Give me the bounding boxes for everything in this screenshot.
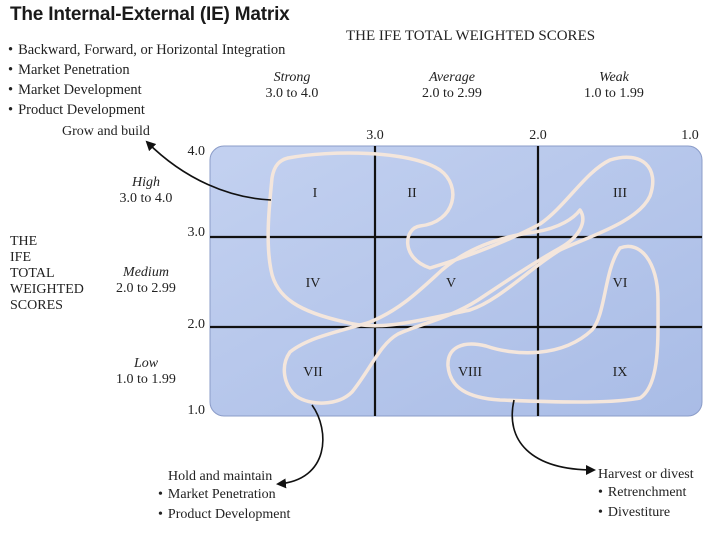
ife-column-weak: Weak 1.0 to 1.99 <box>574 70 654 102</box>
efe-header-line: SCORES <box>10 298 63 313</box>
column-range: 3.0 to 4.0 <box>265 86 319 101</box>
cell-label: VII <box>303 365 323 380</box>
row-range: 1.0 to 1.99 <box>116 372 176 387</box>
row-range: 3.0 to 4.0 <box>119 191 173 206</box>
efe-tick: 4.0 <box>188 144 206 159</box>
cell-label: III <box>613 186 627 201</box>
list-item: Product Development <box>158 505 290 525</box>
cell-label: II <box>407 186 417 201</box>
page-title: The Internal-External (IE) Matrix <box>10 4 290 25</box>
ife-tick: 1.0 <box>681 128 699 143</box>
column-label: Average <box>429 70 475 85</box>
list-item: Product Development <box>8 100 285 120</box>
ife-column-strong: Strong 3.0 to 4.0 <box>252 70 332 102</box>
list-item: Market Development <box>8 80 285 100</box>
row-label: Low <box>133 356 159 371</box>
column-range: 1.0 to 1.99 <box>584 86 644 101</box>
efe-row-high: High 3.0 to 4.0 <box>104 175 188 207</box>
column-label: Weak <box>599 70 629 85</box>
efe-row-low: Low 1.0 to 1.99 <box>104 356 188 388</box>
list-item: Market Penetration <box>8 60 285 80</box>
cell-label: IX <box>613 365 628 380</box>
cell-label: IV <box>306 276 321 291</box>
hold-strategy-list: Market Penetration Product Development <box>158 485 290 525</box>
efe-header: THE IFE TOTAL WEIGHTED SCORES <box>10 234 84 314</box>
efe-header-line: THE <box>10 234 38 249</box>
efe-tick: 3.0 <box>188 225 206 240</box>
row-label: High <box>132 175 160 190</box>
cell-label: VIII <box>458 365 482 380</box>
list-item: Market Penetration <box>158 485 290 505</box>
hold-block: Hold and maintain Market Penetration Pro… <box>158 469 290 525</box>
list-item: Retrenchment <box>598 483 694 503</box>
cell-label: VI <box>613 276 628 291</box>
cell-label: V <box>446 276 456 291</box>
harvest-arrow <box>511 399 596 475</box>
ife-tick: 3.0 <box>366 128 384 143</box>
cell-label: I <box>313 186 318 201</box>
grow-label: Grow and build <box>62 124 150 139</box>
harvest-label: Harvest or divest <box>598 467 694 482</box>
row-label: Medium <box>123 265 169 280</box>
row-range: 2.0 to 2.99 <box>116 281 176 296</box>
grow-region-outline <box>266 151 655 328</box>
efe-header-line: WEIGHTED <box>10 282 84 297</box>
hold-region-outline <box>282 208 585 405</box>
harvest-region-outline <box>446 244 660 404</box>
list-item: Backward, Forward, or Horizontal Integra… <box>8 40 285 60</box>
hold-label: Hold and maintain <box>168 469 273 484</box>
top-strategy-list: Backward, Forward, or Horizontal Integra… <box>8 40 285 120</box>
list-item: Divestiture <box>598 503 694 523</box>
efe-tick: 1.0 <box>188 403 206 418</box>
efe-header-line: TOTAL <box>10 266 55 281</box>
harvest-strategy-list: Retrenchment Divestiture <box>598 483 694 523</box>
column-label: Strong <box>273 70 311 85</box>
ife-header: THE IFE TOTAL WEIGHTED SCORES <box>346 28 596 44</box>
grow-arrow <box>145 140 272 201</box>
ife-column-average: Average 2.0 to 2.99 <box>412 70 492 102</box>
column-range: 2.0 to 2.99 <box>422 86 482 101</box>
efe-header-line: IFE <box>10 250 31 265</box>
hold-arrow <box>276 404 324 489</box>
efe-tick: 2.0 <box>188 317 206 332</box>
efe-row-medium: Medium 2.0 to 2.99 <box>104 265 188 297</box>
harvest-block: Harvest or divest Retrenchment Divestitu… <box>598 467 694 523</box>
ife-tick: 2.0 <box>529 128 547 143</box>
